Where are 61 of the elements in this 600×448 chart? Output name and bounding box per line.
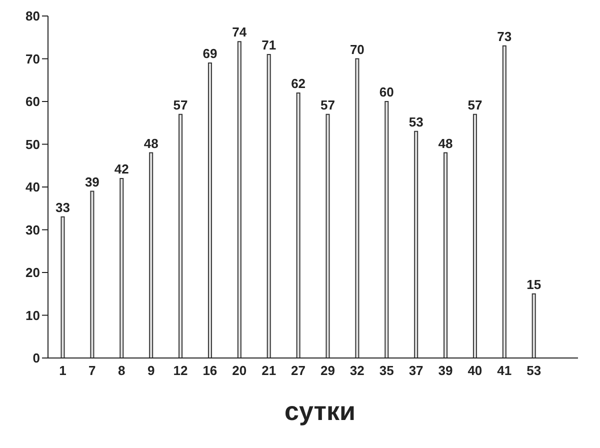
bar	[90, 190, 94, 358]
y-tick-label: 60	[26, 94, 40, 110]
data-label: 57	[468, 97, 482, 112]
bar	[444, 152, 448, 358]
x-tick-label: 35	[379, 363, 394, 378]
bar	[120, 178, 124, 358]
y-tick-label: 80	[26, 8, 40, 24]
x-tick-label: 1	[59, 363, 66, 378]
data-label: 48	[144, 136, 158, 151]
x-tick-label: 53	[526, 363, 542, 378]
x-tick-label: 32	[350, 363, 364, 378]
x-tick-label: 40	[468, 363, 482, 378]
data-label: 69	[202, 46, 218, 62]
y-tick-label: 30	[26, 222, 40, 238]
x-tick-label: 37	[408, 363, 424, 378]
bar	[502, 45, 506, 358]
bar	[149, 152, 154, 358]
data-label: 71	[262, 37, 276, 52]
x-tick-label: 21	[262, 363, 276, 378]
bar	[60, 216, 65, 358]
y-tick-label: 40	[26, 180, 40, 195]
bar	[266, 54, 271, 358]
bar	[532, 293, 536, 358]
x-tick-label: 39	[438, 363, 453, 378]
x-tick-label: 27	[291, 363, 306, 378]
x-tick-label: 20	[232, 363, 247, 378]
y-tick-label: 20	[26, 265, 40, 280]
bar	[296, 92, 300, 358]
data-label: 70	[350, 42, 364, 57]
x-tick-label: 16	[202, 363, 218, 378]
bar	[326, 114, 330, 358]
bar	[237, 41, 242, 358]
y-tick-label: 70	[26, 51, 40, 66]
y-tick-label: 10	[26, 308, 40, 323]
data-label: 57	[320, 97, 335, 112]
x-tick-label: 9	[147, 363, 155, 378]
bar	[384, 101, 389, 358]
y-tick-label: 0	[32, 350, 40, 366]
bar	[472, 114, 477, 358]
bar	[178, 114, 183, 358]
x-tick-label: 7	[88, 363, 96, 378]
data-label: 33	[56, 200, 70, 215]
x-axis-title: сутки	[284, 396, 356, 427]
data-label: 15	[526, 276, 542, 292]
data-label: 62	[291, 76, 306, 91]
data-label: 73	[497, 28, 512, 44]
x-tick-label: 12	[173, 363, 188, 378]
y-tick-label: 50	[26, 136, 40, 152]
x-tick-label: 8	[118, 363, 126, 378]
bar	[208, 62, 212, 358]
bar	[355, 58, 360, 358]
bar	[414, 130, 418, 358]
data-label: 39	[84, 174, 100, 190]
x-tick-label: 41	[497, 363, 512, 378]
data-label: 48	[438, 136, 453, 151]
data-label: 42	[114, 161, 129, 176]
data-label: 53	[408, 114, 424, 130]
data-label: 74	[232, 24, 248, 40]
x-tick-label: 29	[320, 363, 335, 378]
data-label: 57	[173, 97, 188, 112]
data-label: 60	[379, 84, 394, 100]
